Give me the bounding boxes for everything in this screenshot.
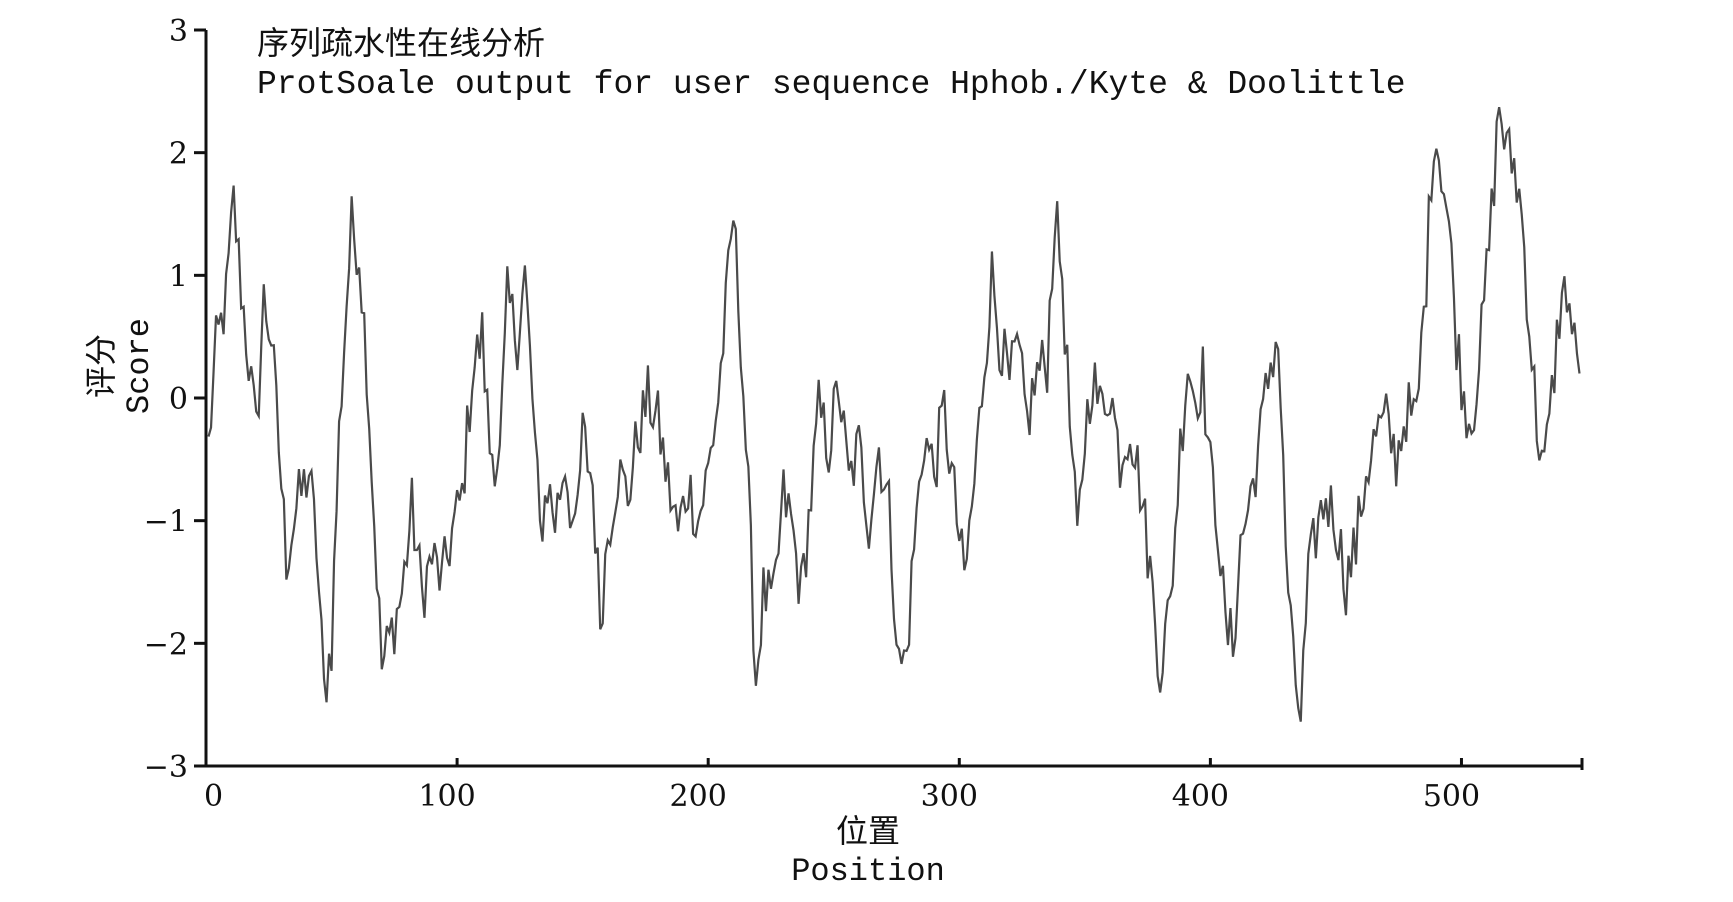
axes-layer [204,30,1584,770]
y-tick-label: 0 [169,382,188,417]
x-axis-label: 位置 [836,812,900,850]
hydrophobicity-line [207,106,1581,722]
x-axis-label-en: Position [791,853,945,890]
series-layer [207,106,1581,722]
y-tick-label: −1 [144,505,188,540]
y-tick-label: −2 [144,627,188,662]
y-tick-label: 3 [169,14,188,49]
x-tick-label: 500 [1423,779,1480,814]
x-ticks: 0 100 200 300 400 500 [204,758,1480,814]
chart-subtitle: ProtSoale output for user sequence Hphob… [257,66,1406,103]
x-tick-label: 200 [670,779,727,814]
x-tick-label: 300 [921,779,978,814]
x-tick-label: 400 [1172,779,1229,814]
y-tick-label: 2 [169,137,188,172]
x-tick-label: 100 [418,779,475,814]
x-tick-label: 0 [204,779,223,814]
y-tick-label: 1 [169,259,188,294]
y-tick-label: −3 [144,750,188,785]
chart-title: 序列疏水性在线分析 [257,24,545,62]
y-axis-label: 评分 [82,334,120,398]
y-ticks: −3 −2 −1 0 1 2 3 [144,14,206,785]
y-axis-label-en: Score [121,318,158,414]
